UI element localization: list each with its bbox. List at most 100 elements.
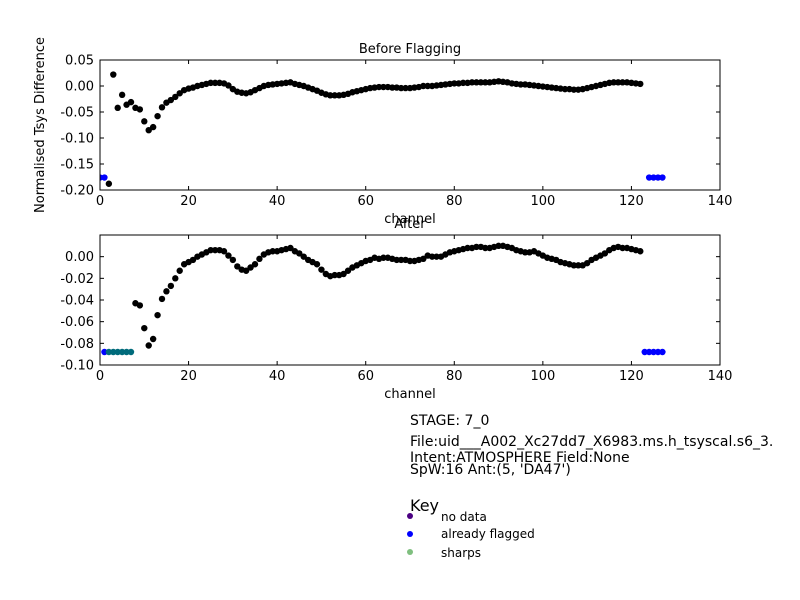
plot2-data-point-31 <box>269 248 276 255</box>
plot2-xtick-label-7: 140 <box>708 369 733 384</box>
plot1-data-point-10 <box>149 123 157 131</box>
plot2-frame <box>99 234 721 366</box>
plot2-data-point-47 <box>340 270 347 278</box>
plot2-data-point-2 <box>141 324 148 332</box>
plot1-title: Before Flagging <box>359 42 461 57</box>
plot1-data-point-11 <box>154 112 161 120</box>
plot2-data-point-4 <box>149 335 157 343</box>
plot2-ytick-label-1: -0.02 <box>60 272 94 287</box>
plot2-data-point-26 <box>247 264 254 271</box>
plot2-already-flagged-point-4 <box>654 348 662 356</box>
plot2-data-point-9 <box>172 275 179 282</box>
plot1-xtick-label-7: 140 <box>708 194 733 209</box>
plot2-data-point-35 <box>287 244 294 252</box>
plot2-data-point-18 <box>211 246 219 254</box>
plot2-data-point-75 <box>464 244 471 252</box>
plot2-data-point-23 <box>234 263 241 270</box>
plot2-already-flagged-point-0 <box>101 348 108 356</box>
plot1-xtick-label-5: 100 <box>530 194 555 209</box>
plot1-xtick-label-6: 120 <box>619 194 644 209</box>
plot2-xtick-label-3: 60 <box>357 369 374 384</box>
plot2-data-point-37 <box>296 250 303 257</box>
plot1-data-point-114 <box>610 79 617 86</box>
plot1-data-point-82 <box>468 79 476 86</box>
plot1-data-point-115 <box>614 79 622 86</box>
plot2-data-point-27 <box>251 261 259 268</box>
plot2-data-point-99 <box>570 262 578 269</box>
plot1-already-flagged-point-2 <box>645 174 653 181</box>
plot1-data-point-2 <box>114 104 121 112</box>
plot1-data-point-72 <box>424 82 431 90</box>
plot1-data-point-8 <box>141 118 148 125</box>
plot1-data-point-9 <box>145 127 152 134</box>
plot2-data-point-7 <box>163 288 170 295</box>
plot2-data-point-100 <box>575 262 582 269</box>
plot1-data-point-51 <box>331 92 338 99</box>
plot2-data-point-41 <box>313 261 321 268</box>
plot2-data-point-25 <box>242 267 250 274</box>
plot1-data-point-27 <box>225 82 232 89</box>
plot2-data-point-28 <box>256 255 263 263</box>
plot1-data-point-78 <box>451 80 458 87</box>
key-already-flagged-marker <box>407 531 413 537</box>
plot2-ytick-label-0: 0.00 <box>65 250 94 265</box>
plot1-frame <box>99 59 721 191</box>
plot2-data-point-21 <box>225 252 232 259</box>
key-sharps-marker <box>407 549 413 555</box>
plot1-already-flagged-point-1 <box>101 174 108 181</box>
plot1-xtick-label-3: 60 <box>357 194 374 209</box>
plot2-sharps-point-5 <box>127 348 135 356</box>
key-no-data-marker <box>407 513 413 519</box>
plot2-already-flagged-point-5 <box>659 348 666 356</box>
plot1-data-point-62 <box>380 83 387 91</box>
spw-ant-label: SpW:16 Ant:(5, 'DA47') <box>410 462 571 478</box>
plot2-data-point-67 <box>428 253 436 260</box>
plot2-data-point-79 <box>482 244 489 252</box>
plot2-data-point-110 <box>619 244 626 252</box>
plot1-data-point-85 <box>482 79 489 86</box>
plot1-data-point-66 <box>397 84 405 92</box>
plot2-data-point-88 <box>521 249 529 256</box>
plot2-xtick-label-2: 40 <box>269 369 286 384</box>
plot2-ytick-label-5: -0.10 <box>60 359 94 374</box>
plot1-data-point-84 <box>477 79 485 86</box>
plot2-sharps-point-4 <box>123 348 130 356</box>
plot2-data-point-56 <box>380 254 387 261</box>
plot1-data-point-14 <box>167 96 175 104</box>
plot1-data-point-0 <box>105 180 113 187</box>
plot1-data-point-1 <box>110 71 117 78</box>
plot1-data-point-3 <box>118 91 126 99</box>
plot2-sharps-point-3 <box>118 348 126 356</box>
plot2-sharps-point-2 <box>114 348 121 356</box>
plot1-data-point-16 <box>176 90 183 97</box>
plot1-data-point-105 <box>570 86 578 93</box>
plot1-data-point-64 <box>389 84 396 91</box>
plot1-data-point-71 <box>420 82 427 90</box>
intent-label: Intent:ATMOSPHERE Field:None <box>410 450 630 466</box>
plot2-data-point-38 <box>300 253 307 260</box>
plot1-already-flagged-point-4 <box>654 174 662 181</box>
plot1-data-point-61 <box>375 83 383 91</box>
plot1-ytick-label-4: -0.15 <box>60 158 94 173</box>
plot2-already-flagged-point-3 <box>650 348 657 356</box>
plot2-data-point-45 <box>331 271 338 279</box>
plot2-data-point-13 <box>189 256 197 264</box>
plot2-data-point-62 <box>406 257 414 265</box>
plot1-data-point-23 <box>207 79 214 87</box>
key-already-flagged-label: already flagged <box>441 527 535 541</box>
plot1-data-point-50 <box>327 92 334 99</box>
plot2-data-point-6 <box>158 295 166 303</box>
plot1-ytick-label-2: -0.05 <box>60 106 94 121</box>
plot2-data-point-65 <box>420 255 427 263</box>
plot2-xtick-label-0: 0 <box>96 369 104 384</box>
plot1-data-point-80 <box>459 79 467 87</box>
plot1-data-point-120 <box>637 80 644 88</box>
plot2-data-point-77 <box>473 243 480 251</box>
plot2-ytick-label-3: -0.06 <box>60 315 94 330</box>
plot1-data-point-12 <box>158 104 166 111</box>
plot1-data-point-116 <box>619 79 626 86</box>
plot2-already-flagged-point-2 <box>645 348 653 356</box>
plot1-data-point-7 <box>136 106 144 113</box>
